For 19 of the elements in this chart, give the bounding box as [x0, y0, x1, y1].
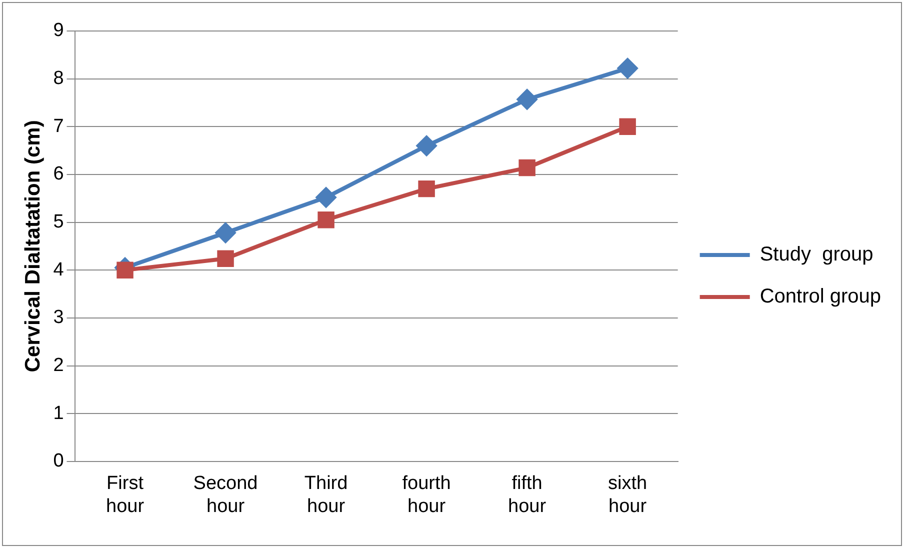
y-tick-label: 2: [53, 354, 64, 376]
x-tick-label: fifth hour: [508, 473, 547, 517]
legend-label: Control group: [760, 286, 882, 308]
y-tick-label: 7: [53, 116, 64, 137]
y-tick-label: 9: [53, 20, 64, 42]
legend-label: Study group: [760, 244, 874, 266]
y-tick-label: 6: [53, 164, 64, 185]
y-tick-label: 8: [53, 68, 64, 90]
y-axis-title: Cervical Dialtatation (cm): [21, 120, 44, 372]
x-tick-label: Third hour: [304, 473, 348, 517]
y-tick-label: 0: [53, 450, 64, 472]
x-tick-label: Second hour: [193, 473, 258, 517]
x-tick-label: fourth hour: [402, 473, 451, 517]
x-tick-label: First hour: [106, 473, 145, 517]
y-tick-label: 1: [53, 402, 64, 424]
x-tick-label: sixth hour: [608, 473, 648, 517]
y-tick-label: 3: [53, 307, 64, 328]
y-tick-label: 5: [53, 212, 64, 233]
y-tick-label: 4: [53, 259, 64, 280]
